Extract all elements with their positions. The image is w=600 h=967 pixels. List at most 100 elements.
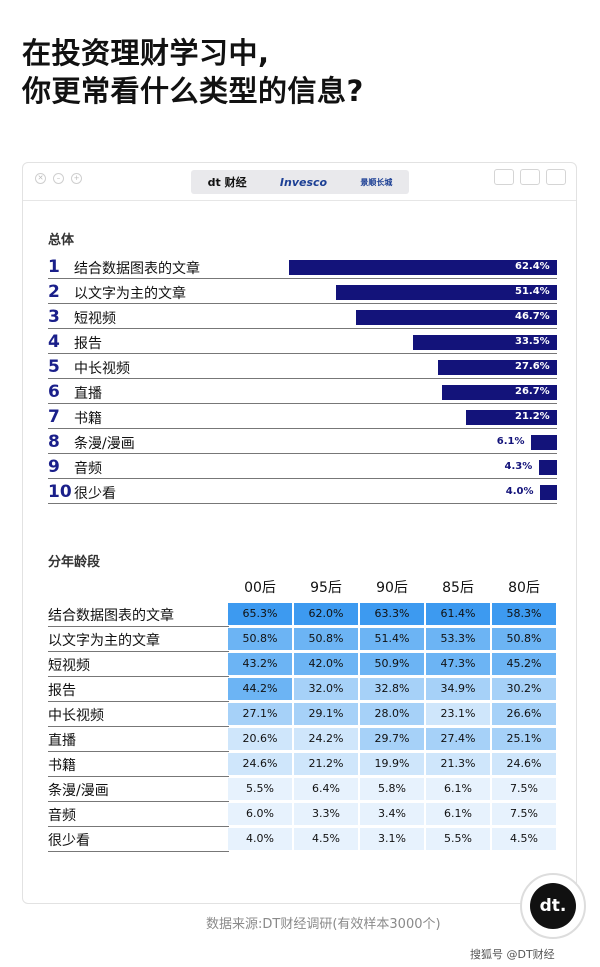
header-divider (23, 200, 576, 201)
heatmap-cell: 27.4% (426, 728, 490, 750)
row-divider (48, 453, 557, 454)
row-divider (48, 428, 557, 429)
row-divider (48, 478, 557, 479)
row-label: 报告 (48, 683, 76, 699)
rank-number: 8 (48, 432, 60, 452)
column-header: 00后 (244, 580, 276, 596)
heatmap-cell: 30.2% (492, 678, 556, 700)
heatmap-cell: 65.3% (228, 603, 292, 625)
rank-number: 5 (48, 357, 60, 377)
row-divider (48, 403, 557, 404)
bar (539, 485, 557, 500)
heatmap-cell: 6.4% (294, 778, 358, 800)
heatmap-cell: 20.6% (228, 728, 292, 750)
heatmap-cell: 53.3% (426, 628, 490, 650)
heatmap-cell: 3.3% (294, 803, 358, 825)
heatmap-cell: 6.1% (426, 778, 490, 800)
window-buttons (494, 169, 566, 185)
heatmap-cell: 4.0% (228, 828, 292, 850)
heatmap-cell: 24.6% (228, 753, 292, 775)
rank-number: 7 (48, 407, 60, 427)
heatmap-cell: 6.1% (426, 803, 490, 825)
export-icon (520, 169, 540, 185)
bar (538, 460, 557, 475)
heatmap-cell: 5.8% (360, 778, 424, 800)
bar (288, 260, 557, 275)
heatmap-cell: 34.9% (426, 678, 490, 700)
row-divider (48, 676, 229, 677)
watermark: 搜狐号 @DT财经 (470, 948, 555, 961)
dt-badge-logo: dt. (530, 883, 576, 929)
heatmap-cell: 43.2% (228, 653, 292, 675)
heatmap-cell: 58.3% (492, 603, 556, 625)
heatmap-cell: 29.1% (294, 703, 358, 725)
bar-value-label: 27.6% (515, 361, 550, 372)
heatmap-cell: 47.3% (426, 653, 490, 675)
heatmap-cell: 50.8% (228, 628, 292, 650)
row-divider (48, 626, 229, 627)
row-label: 很少看 (48, 833, 90, 849)
heatmap-cell: 61.4% (426, 603, 490, 625)
bar (335, 285, 557, 300)
bar-value-label: 33.5% (515, 336, 550, 347)
bar (356, 310, 557, 325)
row-divider (48, 378, 557, 379)
heatmap-cell: 24.2% (294, 728, 358, 750)
row-divider (48, 328, 557, 329)
row-divider (48, 353, 557, 354)
heatmap-cell: 4.5% (294, 828, 358, 850)
heatmap-cell: 26.6% (492, 703, 556, 725)
row-divider (48, 303, 557, 304)
chart-card: ✕ – + dt 财经 Invesco 景顺长城 总体 1 结合数据图表的文章 62… (22, 162, 577, 904)
row-label: 中长视频 (48, 708, 104, 724)
bar-value-label: 51.4% (515, 286, 550, 297)
heatmap-cell: 29.7% (360, 728, 424, 750)
row-label: 条漫/漫画 (48, 783, 109, 799)
column-header: 80后 (508, 580, 540, 596)
row-divider (48, 751, 229, 752)
heatmap-cell: 32.0% (294, 678, 358, 700)
bar-category-label: 中长视频 (74, 361, 130, 377)
rank-number: 6 (48, 382, 60, 402)
rank-number: 10 (48, 482, 72, 502)
heatmap-cell: 3.4% (360, 803, 424, 825)
row-divider (48, 851, 229, 852)
heatmap-cell: 5.5% (426, 828, 490, 850)
section-title-overall: 总体 (48, 233, 75, 248)
column-header: 85后 (442, 580, 474, 596)
record-icon (494, 169, 514, 185)
bar-category-label: 条漫/漫画 (74, 436, 135, 452)
heatmap-cell: 62.0% (294, 603, 358, 625)
row-divider (48, 503, 557, 504)
heatmap-cell: 44.2% (228, 678, 292, 700)
bar-category-label: 书籍 (74, 411, 102, 427)
window-dots: ✕ – + (35, 173, 82, 184)
title-line-2: 你更常看什么类型的信息? (22, 74, 364, 108)
heatmap-cell: 50.8% (492, 628, 556, 650)
bar-category-label: 以文字为主的文章 (74, 286, 186, 302)
copy-icon (546, 169, 566, 185)
bar-category-label: 短视频 (74, 311, 116, 327)
heatmap-cell: 21.3% (426, 753, 490, 775)
row-divider (48, 801, 229, 802)
row-label: 以文字为主的文章 (48, 633, 160, 649)
column-header: 95后 (310, 580, 342, 596)
heatmap-cell: 42.0% (294, 653, 358, 675)
title-line-1: 在投资理财学习中, (22, 36, 270, 70)
heatmap-cell: 25.1% (492, 728, 556, 750)
rank-number: 2 (48, 282, 60, 302)
bar-value-label: 21.2% (515, 411, 550, 422)
row-divider (48, 776, 229, 777)
heatmap-cell: 6.0% (228, 803, 292, 825)
row-divider (48, 826, 229, 827)
maximize-icon: + (71, 173, 82, 184)
heatmap-cell: 19.9% (360, 753, 424, 775)
dt-badge: dt. (520, 873, 586, 939)
heatmap-cell: 23.1% (426, 703, 490, 725)
bar-value-label: 62.4% (515, 261, 550, 272)
bar (442, 385, 557, 400)
heatmap-cell: 51.4% (360, 628, 424, 650)
row-label: 直播 (48, 733, 76, 749)
heatmap-cell: 28.0% (360, 703, 424, 725)
bar (412, 335, 557, 350)
